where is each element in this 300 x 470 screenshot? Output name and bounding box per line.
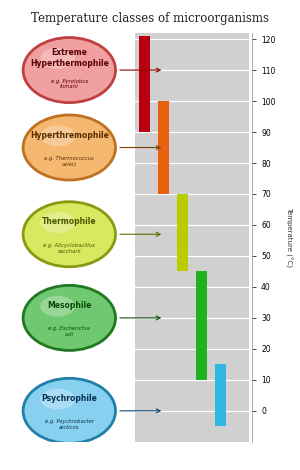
- Text: e.g. Psychrobacter
arcticos: e.g. Psychrobacter arcticos: [45, 419, 94, 430]
- Bar: [139, 36, 150, 132]
- Ellipse shape: [40, 212, 75, 233]
- Bar: [215, 364, 226, 426]
- Bar: [158, 101, 169, 194]
- FancyArrowPatch shape: [120, 316, 160, 320]
- Text: e.g. Escherichia
coli: e.g. Escherichia coli: [48, 327, 90, 337]
- Ellipse shape: [23, 38, 116, 102]
- Y-axis label: Temperature (°C): Temperature (°C): [285, 207, 292, 267]
- FancyArrowPatch shape: [120, 68, 160, 72]
- FancyArrowPatch shape: [120, 232, 160, 236]
- Text: Extreme
Hyperthermophile: Extreme Hyperthermophile: [30, 47, 109, 68]
- Text: Hyperthremophile: Hyperthremophile: [30, 131, 109, 140]
- Ellipse shape: [23, 285, 116, 351]
- FancyArrowPatch shape: [120, 146, 160, 149]
- Text: Temperature classes of microorganisms: Temperature classes of microorganisms: [31, 12, 269, 25]
- Ellipse shape: [40, 48, 75, 69]
- Ellipse shape: [40, 296, 75, 317]
- Text: e.g. Thermococcus
celer): e.g. Thermococcus celer): [44, 156, 94, 167]
- Text: Psychrophile: Psychrophile: [41, 394, 97, 403]
- Ellipse shape: [23, 378, 116, 443]
- Ellipse shape: [40, 125, 75, 146]
- Text: e.g. Pyrolobus
fumarii: e.g. Pyrolobus fumarii: [51, 78, 88, 89]
- Ellipse shape: [23, 202, 116, 267]
- Ellipse shape: [40, 389, 75, 409]
- Bar: [177, 194, 188, 272]
- Text: Thermophile: Thermophile: [42, 217, 97, 227]
- FancyArrowPatch shape: [120, 409, 160, 413]
- Text: Mesophile: Mesophile: [47, 301, 92, 310]
- Ellipse shape: [23, 115, 116, 180]
- Bar: [196, 272, 207, 380]
- Text: e.g. Alicyclobacillus
saccharii: e.g. Alicyclobacillus saccharii: [44, 243, 95, 254]
